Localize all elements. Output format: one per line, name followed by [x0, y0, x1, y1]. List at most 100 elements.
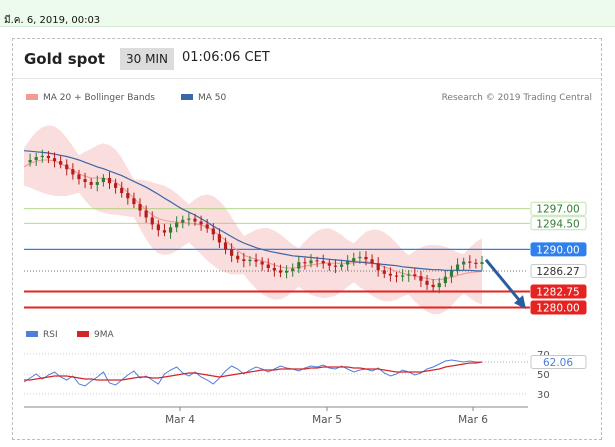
- rsi-ma-legend-label: 9MA: [94, 330, 114, 340]
- candle-body: [211, 228, 215, 235]
- rsi-ma-line: [24, 361, 483, 381]
- clock-time: 01:06:06 CET: [182, 50, 270, 65]
- level-badge-2: [530, 242, 587, 257]
- x-tick-label-1: Mar 5: [312, 414, 342, 426]
- ma50-line: [23, 150, 482, 272]
- candle-body: [266, 264, 270, 268]
- rsi-legend-label: RSI: [43, 330, 58, 340]
- candle-body: [144, 210, 148, 218]
- ma20-line: [23, 159, 483, 281]
- candle-body: [230, 249, 234, 256]
- level-label-1: 1294.50: [536, 218, 579, 230]
- rsi-ma-legend-swatch: [77, 331, 89, 337]
- candle-body: [71, 169, 75, 175]
- candle-body: [480, 262, 484, 264]
- datestamp: มี.ค. 6, 2019, 00:03: [4, 15, 101, 26]
- price-candles: [28, 149, 484, 294]
- bollinger-fill: [24, 125, 482, 315]
- candle-body: [358, 256, 362, 259]
- level-badge-3: [530, 264, 587, 279]
- candle-body: [168, 227, 173, 233]
- level-label-3: 1286.27: [536, 266, 579, 278]
- candle-body: [413, 274, 417, 277]
- candle-body: [431, 284, 435, 288]
- bollinger-band: [24, 125, 482, 315]
- candle-body: [59, 161, 63, 165]
- instrument-title: Gold spot: [24, 50, 105, 68]
- time-axis: Mar 4 Mar 5 Mar 6: [24, 406, 528, 426]
- candle-body: [138, 204, 142, 211]
- candle-body: [382, 270, 386, 274]
- ma50-legend-label: MA 50: [198, 93, 227, 103]
- candle-body: [40, 155, 44, 158]
- candle-body: [236, 255, 240, 260]
- level-label-0: 1297.00: [536, 204, 579, 216]
- rsi-legend-swatch: [26, 331, 38, 337]
- candle-body: [339, 264, 344, 267]
- candle-body: [242, 259, 246, 262]
- moving-averages: [23, 150, 483, 281]
- forecast-arrow: [484, 258, 526, 310]
- candle-body: [370, 259, 374, 264]
- rsi-line: [23, 359, 482, 387]
- copyright-label: Research © 2019 Trading Central: [442, 93, 592, 103]
- candle-body: [114, 183, 118, 188]
- candle-body: [132, 198, 136, 205]
- candle-body: [309, 260, 313, 264]
- candle-body: [217, 234, 222, 243]
- candle-body: [83, 179, 87, 183]
- candle-body: [449, 270, 454, 277]
- level-label-5: 1280.00: [536, 302, 579, 314]
- timeframe-badge[interactable]: 30 MIN: [120, 48, 174, 70]
- candle-body: [272, 267, 276, 271]
- candle-body: [462, 261, 466, 265]
- candle-body: [468, 261, 472, 263]
- candle-body: [419, 276, 423, 281]
- candle-body: [303, 262, 307, 264]
- candle-body: [407, 274, 411, 276]
- candle-body: [156, 224, 160, 231]
- candle-body: [401, 275, 405, 277]
- level-badge-1: [530, 216, 587, 231]
- ma20-legend-swatch: [26, 94, 38, 100]
- candle-body: [346, 261, 350, 265]
- candle-body: [193, 218, 197, 222]
- candle-body: [77, 174, 81, 180]
- candle-body: [28, 159, 32, 163]
- candle-body: [205, 224, 209, 229]
- candle-body: [150, 217, 154, 225]
- candle-body: [425, 280, 429, 285]
- level-badge-0: [530, 201, 587, 216]
- candle-body: [187, 218, 191, 220]
- rsi-last-label: 62.06: [543, 357, 573, 369]
- candle-body: [376, 263, 380, 271]
- candle-body: [388, 273, 392, 276]
- rsi-pane: 70503062.06: [23, 350, 587, 401]
- candle-body: [315, 260, 319, 262]
- candle-body: [199, 221, 203, 225]
- level-label-2: 1290.00: [536, 244, 579, 256]
- level-label-4: 1282.75: [536, 287, 579, 299]
- x-tick-label-0: Mar 4: [165, 414, 195, 426]
- candle-body: [333, 265, 338, 267]
- x-tick-label-2: Mar 6: [458, 414, 488, 426]
- candle-body: [248, 259, 252, 262]
- candle-body: [101, 177, 105, 183]
- candle-body: [260, 261, 264, 265]
- candle-body: [364, 256, 368, 260]
- candle-body: [65, 164, 69, 170]
- ma20-legend-label: MA 20 + Bollinger Bands: [43, 93, 155, 103]
- candle-body: [327, 263, 331, 266]
- candle-body: [175, 222, 179, 228]
- candle-body: [89, 182, 93, 185]
- rsi-last-badge: [530, 355, 587, 369]
- rsi-level-label-1: 50: [537, 370, 550, 381]
- price-levels: [24, 208, 530, 309]
- candle-body: [284, 270, 289, 273]
- candle-body: [321, 261, 325, 264]
- candle-body: [46, 155, 51, 159]
- candle-body: [52, 158, 57, 162]
- candle-body: [120, 187, 124, 194]
- level-badge-5: [530, 300, 587, 315]
